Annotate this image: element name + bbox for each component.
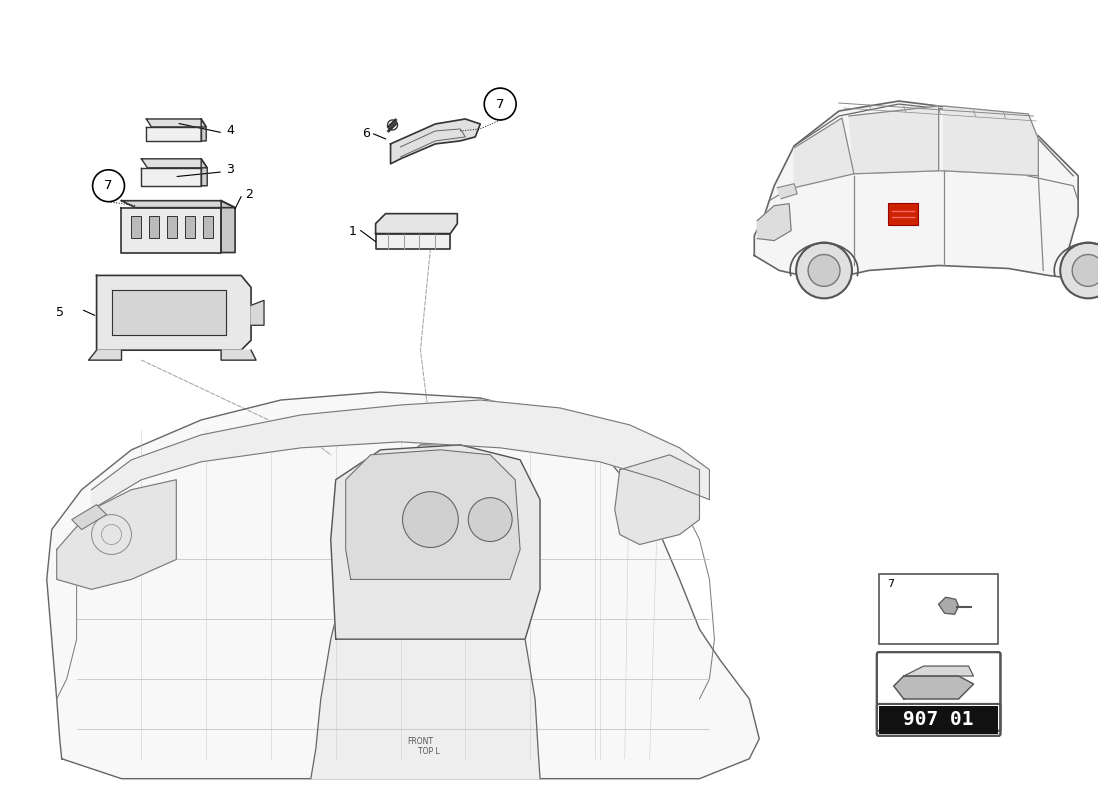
Polygon shape bbox=[57, 480, 176, 590]
Bar bbox=[167, 216, 177, 238]
Polygon shape bbox=[345, 450, 520, 579]
Polygon shape bbox=[390, 119, 481, 164]
Polygon shape bbox=[849, 106, 938, 174]
Text: 7: 7 bbox=[104, 179, 113, 192]
Polygon shape bbox=[757, 204, 791, 241]
Circle shape bbox=[484, 88, 516, 120]
Polygon shape bbox=[201, 159, 207, 186]
Text: 5: 5 bbox=[56, 306, 64, 319]
Text: 907 01: 907 01 bbox=[903, 710, 974, 730]
Polygon shape bbox=[904, 666, 974, 676]
Circle shape bbox=[403, 492, 459, 547]
Text: 3: 3 bbox=[227, 163, 234, 176]
Circle shape bbox=[92, 170, 124, 202]
Text: 1: 1 bbox=[349, 225, 356, 238]
Polygon shape bbox=[331, 445, 540, 639]
Polygon shape bbox=[375, 234, 450, 249]
Polygon shape bbox=[142, 168, 201, 186]
Polygon shape bbox=[251, 300, 264, 326]
Polygon shape bbox=[894, 676, 974, 699]
Text: 2: 2 bbox=[245, 188, 253, 202]
Bar bbox=[204, 216, 213, 238]
Polygon shape bbox=[89, 350, 121, 360]
Text: 7: 7 bbox=[887, 579, 894, 590]
Circle shape bbox=[1060, 242, 1100, 298]
Bar bbox=[132, 216, 142, 238]
Polygon shape bbox=[72, 505, 107, 530]
Polygon shape bbox=[121, 201, 235, 208]
Polygon shape bbox=[146, 119, 206, 127]
Bar bbox=[879, 574, 999, 644]
Polygon shape bbox=[97, 275, 251, 350]
Polygon shape bbox=[778, 184, 798, 198]
Polygon shape bbox=[615, 455, 700, 545]
Polygon shape bbox=[311, 445, 540, 778]
Bar bbox=[185, 216, 195, 238]
Circle shape bbox=[1072, 254, 1100, 286]
FancyBboxPatch shape bbox=[877, 652, 1000, 731]
Polygon shape bbox=[146, 127, 201, 141]
Text: TOP L: TOP L bbox=[418, 746, 439, 756]
Polygon shape bbox=[111, 290, 227, 335]
Text: 4: 4 bbox=[227, 125, 234, 138]
Bar bbox=[879, 706, 999, 734]
Text: FRONT: FRONT bbox=[407, 737, 433, 746]
Text: eu.cars-parts.shop: eu.cars-parts.shop bbox=[194, 414, 548, 625]
Polygon shape bbox=[375, 214, 458, 234]
Text: Authorized for All Parts since: Authorized for All Parts since bbox=[314, 495, 587, 654]
Polygon shape bbox=[47, 392, 759, 778]
Polygon shape bbox=[794, 118, 854, 188]
Polygon shape bbox=[221, 350, 256, 360]
Polygon shape bbox=[944, 106, 1038, 176]
Text: 6: 6 bbox=[362, 127, 370, 141]
Circle shape bbox=[796, 242, 851, 298]
Polygon shape bbox=[121, 208, 221, 253]
Polygon shape bbox=[201, 119, 206, 141]
Polygon shape bbox=[755, 101, 1100, 281]
Polygon shape bbox=[938, 598, 958, 614]
Circle shape bbox=[469, 498, 513, 542]
Polygon shape bbox=[221, 201, 235, 253]
Polygon shape bbox=[142, 159, 207, 168]
Text: 7: 7 bbox=[496, 98, 505, 110]
FancyBboxPatch shape bbox=[888, 202, 917, 225]
Polygon shape bbox=[91, 400, 710, 510]
Bar bbox=[150, 216, 160, 238]
Circle shape bbox=[808, 254, 840, 286]
